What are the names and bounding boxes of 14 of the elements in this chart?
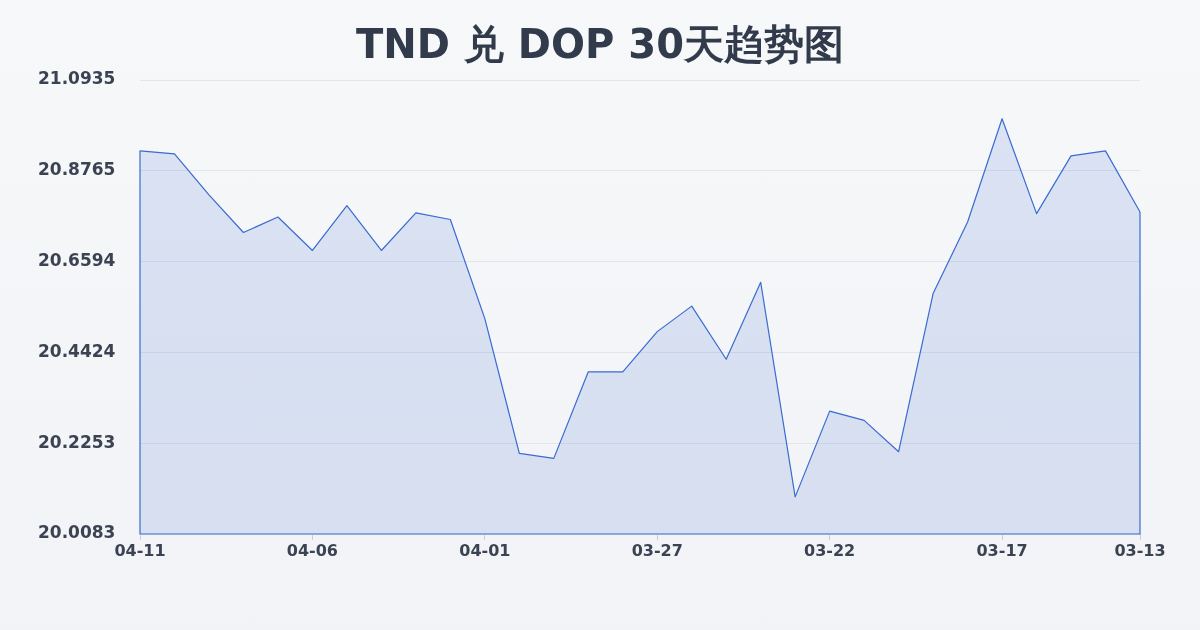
x-tick-label: 04-06 bbox=[286, 540, 338, 560]
y-tick-label: 20.2253 bbox=[38, 431, 116, 452]
y-tick-label: 20.4424 bbox=[38, 340, 116, 361]
x-tick-label: 04-01 bbox=[459, 540, 511, 560]
y-tick-label: 20.6594 bbox=[38, 250, 116, 271]
x-tick-label: 03-17 bbox=[976, 540, 1028, 560]
x-tick-label: 04-11 bbox=[114, 540, 166, 560]
x-tick-label: 03-13 bbox=[1114, 540, 1166, 560]
y-tick-label: 20.8765 bbox=[38, 159, 116, 180]
y-tick-label: 20.0083 bbox=[38, 522, 116, 543]
x-tick-label: 03-27 bbox=[631, 540, 683, 560]
chart-title: TND 兑 DOP 30天趋势图 bbox=[356, 21, 844, 67]
y-tick-label: 21.0935 bbox=[38, 68, 116, 89]
x-tick-label: 03-22 bbox=[804, 540, 856, 560]
